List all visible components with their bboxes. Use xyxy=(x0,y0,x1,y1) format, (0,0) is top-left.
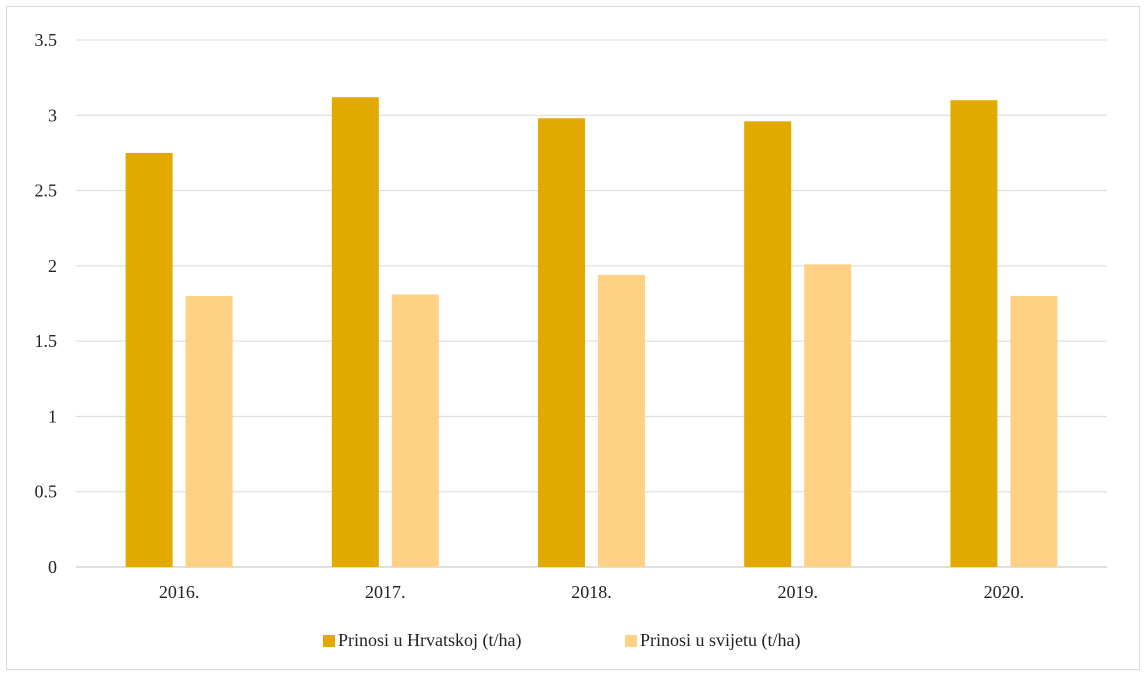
bar-chart: 0 0.5 1 1.5 2 2.5 3 3.5 2016. 2017. 2018. 2019. 202… xyxy=(35,30,1107,651)
legend: Prinosi u Hrvatskoj (t/ha) Prinosi u svij… xyxy=(323,630,801,651)
y-tick-label: 2 xyxy=(48,256,57,276)
gridlines xyxy=(76,39,1107,568)
x-category-label: 2016. xyxy=(159,582,200,602)
bars xyxy=(125,97,1058,568)
y-tick-label: 2.5 xyxy=(35,181,58,201)
y-tick-label: 1 xyxy=(48,406,57,426)
bar-hrvatska-2020 xyxy=(950,100,998,567)
bar-hrvatska-2019 xyxy=(744,121,792,568)
legend-label: Prinosi u Hrvatskoj (t/ha) xyxy=(338,630,521,651)
bar-hrvatska-2017 xyxy=(331,97,379,568)
legend-label: Prinosi u svijetu (t/ha) xyxy=(640,630,801,651)
legend-swatch xyxy=(323,635,335,647)
y-tick-label: 3 xyxy=(48,105,57,125)
bar-svijet-2018 xyxy=(598,274,645,567)
x-category-label: 2019. xyxy=(777,582,818,602)
y-tick-label: 1.5 xyxy=(35,331,58,351)
legend-swatch xyxy=(625,635,637,647)
x-axis: 2016. 2017. 2018. 2019. 2020. xyxy=(159,582,1024,602)
bar-svijet-2017 xyxy=(391,294,439,567)
y-axis-ticks: 0 0.5 1 1.5 2 2.5 3 3.5 xyxy=(35,30,58,577)
bar-hrvatska-2018 xyxy=(538,118,585,567)
x-category-label: 2018. xyxy=(571,582,612,602)
y-tick-label: 0 xyxy=(48,557,57,577)
bar-svijet-2016 xyxy=(185,295,233,567)
bar-svijet-2020 xyxy=(1010,295,1058,567)
chart-frame: 0 0.5 1 1.5 2 2.5 3 3.5 2016. 2017. 2018. 2019. 202… xyxy=(6,6,1140,670)
bar-hrvatska-2016 xyxy=(125,152,173,567)
x-category-label: 2017. xyxy=(365,582,406,602)
x-category-label: 2020. xyxy=(984,582,1025,602)
y-tick-label: 0.5 xyxy=(35,482,58,502)
bar-svijet-2019 xyxy=(804,264,852,567)
y-tick-label: 3.5 xyxy=(35,30,58,50)
